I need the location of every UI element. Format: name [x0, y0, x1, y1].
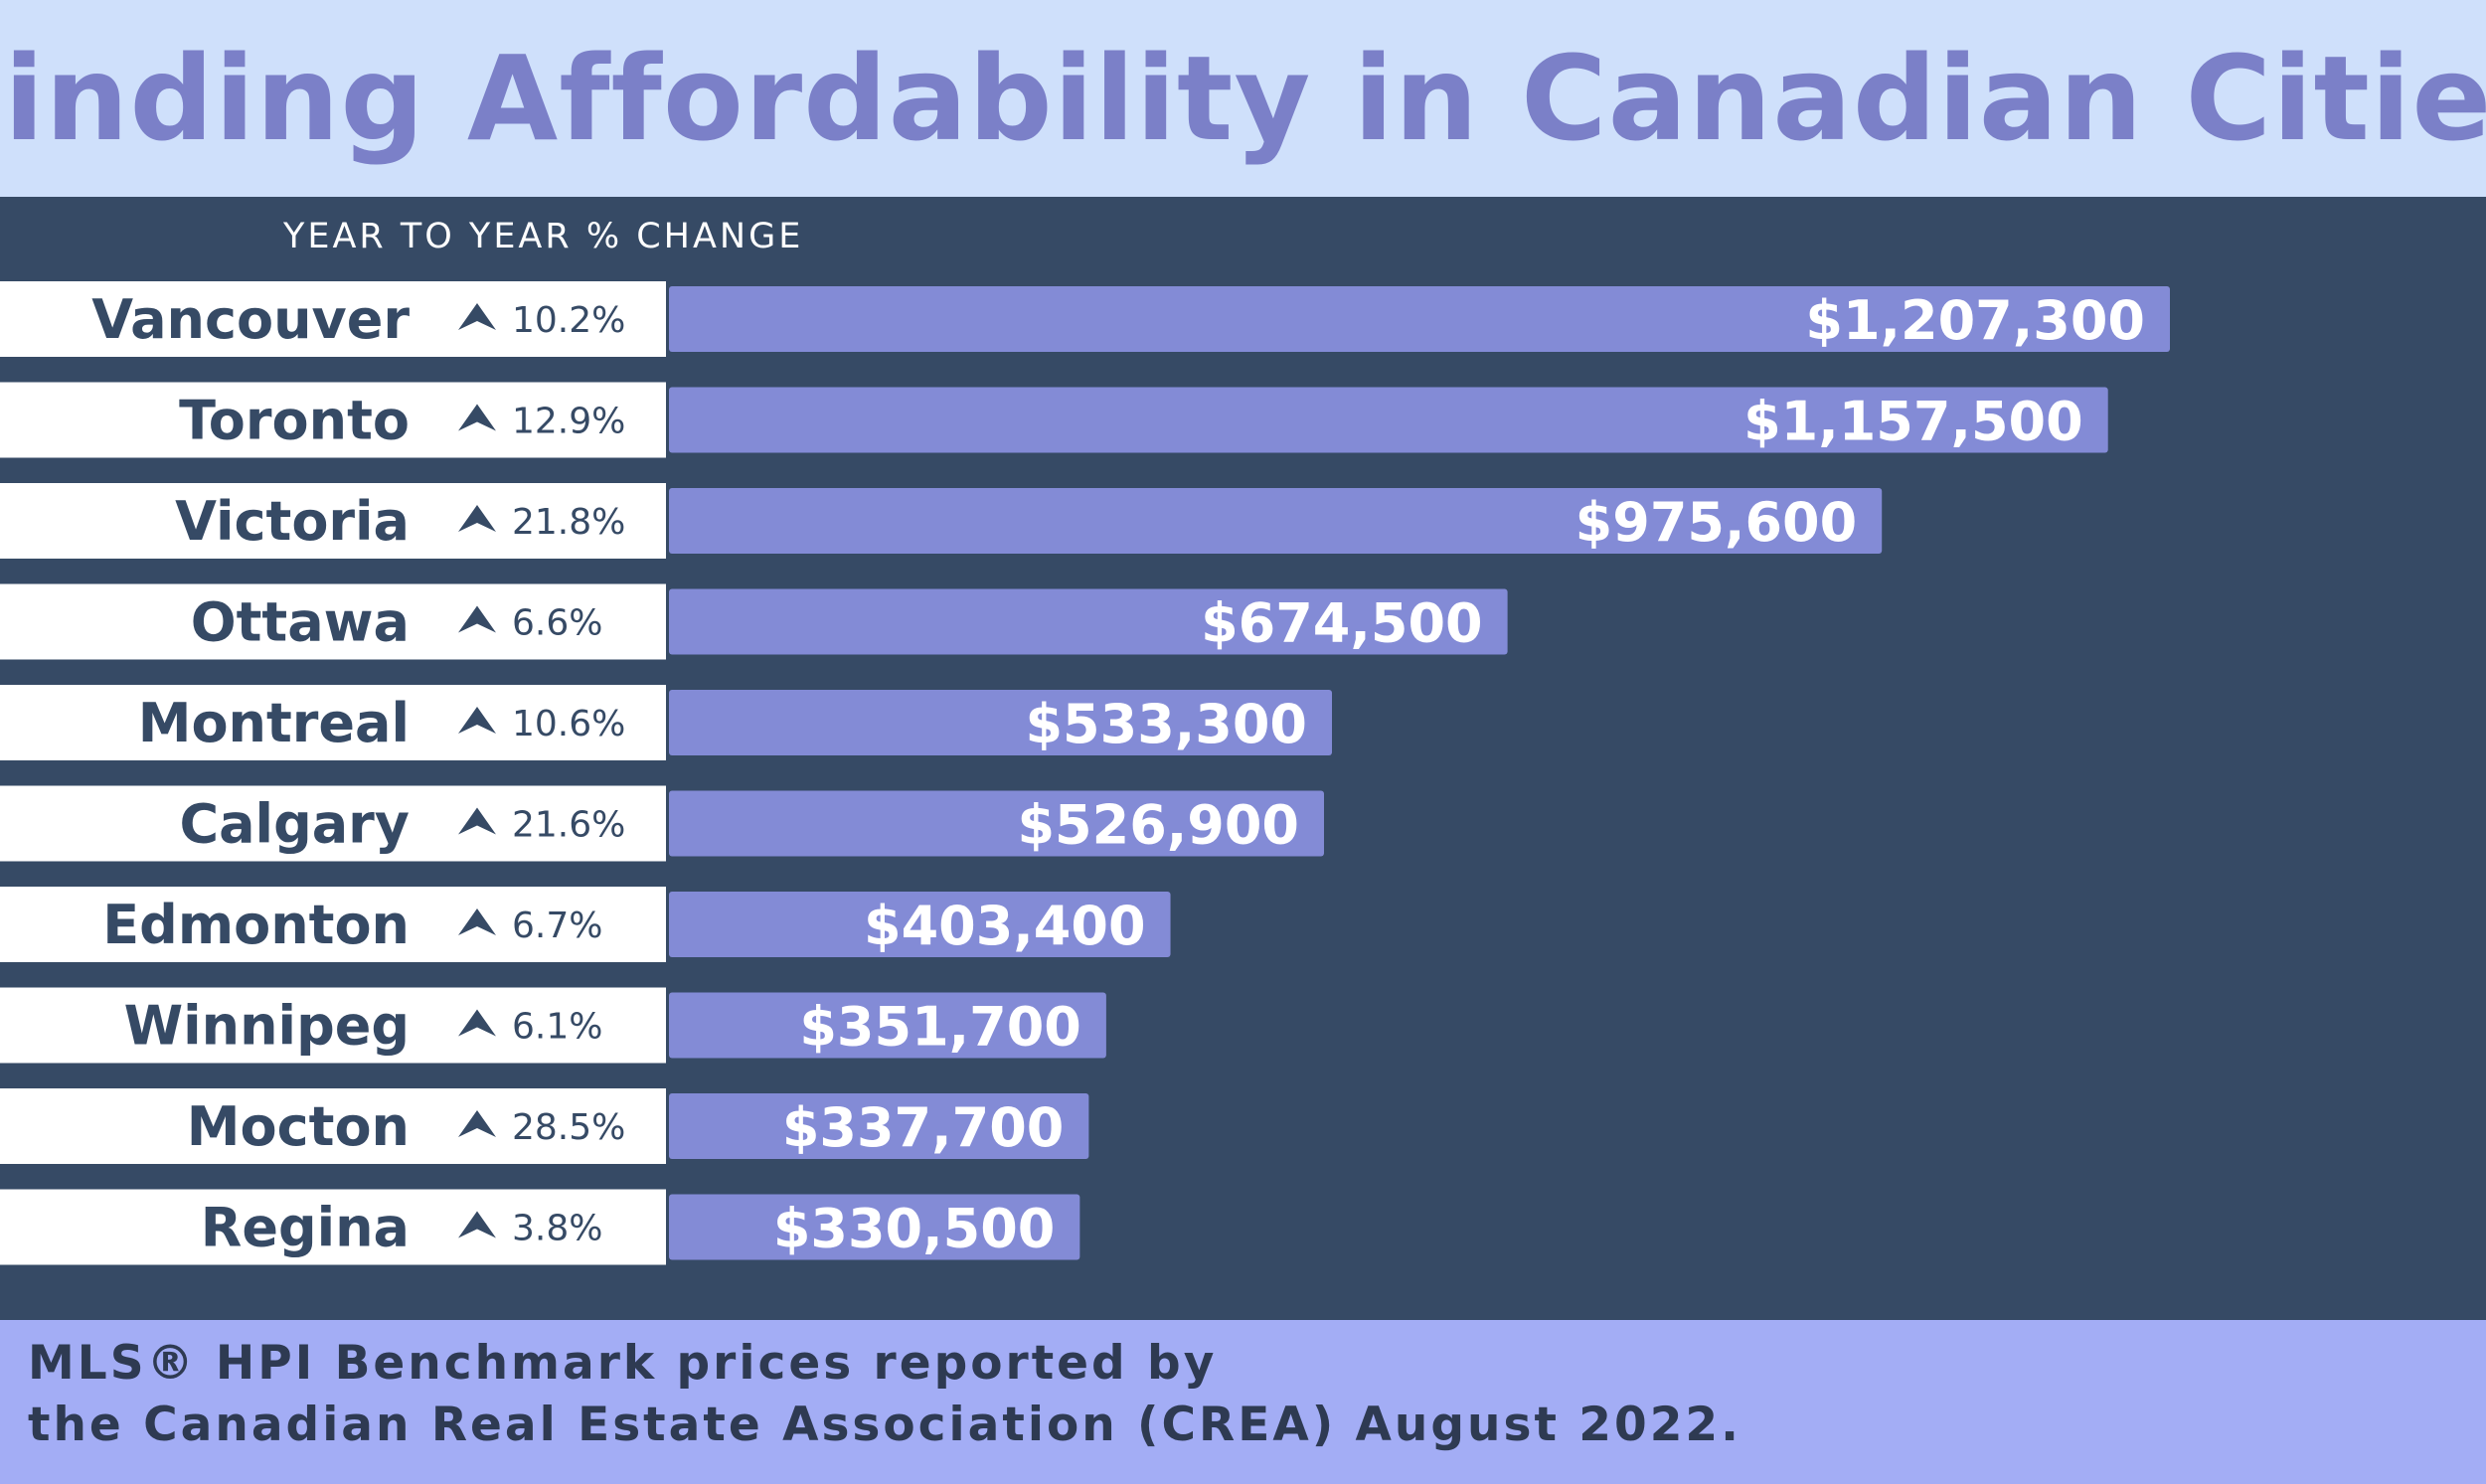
- city-label: Regina: [201, 1197, 410, 1259]
- up-arrow-icon: [458, 605, 496, 633]
- bar-row: Toronto 12.9% $1,157,500: [0, 382, 2108, 458]
- bar: [669, 488, 1883, 554]
- up-arrow-icon: [458, 908, 496, 935]
- value-label: $526,900: [1017, 794, 1299, 857]
- city-label-box: [0, 483, 666, 559]
- change-label: 10.2%: [512, 300, 625, 341]
- city-label-box: [0, 382, 666, 458]
- up-arrow-icon: [458, 1009, 496, 1037]
- change-column-header: YEAR TO YEAR % CHANGE: [283, 217, 804, 256]
- change-label: 21.6%: [512, 805, 625, 846]
- up-arrow-icon: [458, 303, 496, 330]
- value-label: $330,500: [773, 1198, 1056, 1260]
- city-label-box: [0, 1088, 666, 1164]
- bar: [669, 588, 1508, 655]
- city-label: Vancouver: [91, 288, 410, 351]
- value-label: $674,500: [1201, 592, 1483, 655]
- up-arrow-icon: [458, 404, 496, 431]
- bar-row: Ottawa 6.6% $674,500: [0, 583, 1508, 660]
- change-label: 10.6%: [512, 704, 625, 744]
- city-label-box: [0, 583, 666, 660]
- value-label: $975,600: [1575, 491, 1858, 554]
- city-label: Edmonton: [102, 894, 410, 956]
- city-label-box: [0, 685, 666, 760]
- change-label: 6.7%: [512, 906, 602, 946]
- bar: [669, 1194, 1080, 1260]
- up-arrow-icon: [458, 807, 496, 835]
- city-label: Toronto: [179, 390, 410, 452]
- bar: [669, 992, 1106, 1059]
- footnote-line-2: the Canadian Real Estate Association (CR…: [28, 1398, 1741, 1452]
- change-label: 6.6%: [512, 603, 602, 644]
- value-label: $337,700: [782, 1096, 1065, 1159]
- city-label: Calgary: [179, 793, 410, 856]
- bar-row: Vancouver 10.2% $1,207,300: [0, 281, 2170, 357]
- footnote-line-1: MLS® HPI Benchmark prices reported by: [28, 1336, 1218, 1391]
- city-label: Winnipeg: [124, 995, 410, 1058]
- up-arrow-icon: [458, 1211, 496, 1238]
- bar: [669, 286, 2170, 352]
- city-label-box: [0, 1189, 666, 1265]
- value-label: $1,207,300: [1805, 289, 2145, 352]
- footer: MLS® HPI Benchmark prices reported by th…: [0, 1320, 2486, 1484]
- change-label: 6.1%: [512, 1007, 602, 1048]
- city-label: Ottawa: [191, 591, 410, 654]
- bar: [669, 790, 1325, 857]
- change-label: 28.5%: [512, 1107, 625, 1148]
- city-label-box: [0, 785, 666, 862]
- bar-row: Mocton 28.5% $337,700: [0, 1088, 1089, 1164]
- bar-chart: Vancouver 10.2% $1,207,300 Toronto 12.9% $1,1…: [0, 281, 2170, 1265]
- change-label: 12.9%: [512, 402, 625, 442]
- value-label: $1,157,500: [1743, 391, 2083, 453]
- bar: [669, 387, 2108, 453]
- value-label: $403,400: [864, 895, 1146, 957]
- city-label: Victoria: [175, 490, 410, 553]
- bar-row: Winnipeg 6.1% $351,700: [0, 987, 1106, 1064]
- header: Finding Affordability in Canadian Cities: [0, 0, 2486, 197]
- value-label: $351,700: [799, 996, 1081, 1059]
- up-arrow-icon: [458, 1110, 496, 1137]
- bar: [669, 690, 1333, 755]
- page-title: Finding Affordability in Canadian Cities: [0, 30, 2486, 167]
- chart-panel: YEAR TO YEAR % CHANGE Vancouver 10.2% $1,2…: [0, 197, 2486, 1320]
- bar: [669, 892, 1171, 957]
- bar-row: Victoria 21.8% $975,600: [0, 483, 1883, 559]
- bar-row: Regina 3.8% $330,500: [0, 1189, 1080, 1265]
- bar: [669, 1093, 1089, 1159]
- city-label-box: [0, 887, 666, 962]
- up-arrow-icon: [458, 707, 496, 734]
- change-label: 3.8%: [512, 1209, 602, 1249]
- city-label-box: [0, 987, 666, 1064]
- city-label: Montreal: [138, 692, 410, 754]
- value-label: $533,300: [1025, 693, 1307, 755]
- change-label: 21.8%: [512, 502, 625, 543]
- bar-row: Montreal 10.6% $533,300: [0, 685, 1333, 760]
- city-label-box: [0, 281, 666, 357]
- bar-row: Edmonton 6.7% $403,400: [0, 887, 1171, 962]
- up-arrow-icon: [458, 505, 496, 532]
- city-label: Mocton: [187, 1095, 410, 1158]
- bar-row: Calgary 21.6% $526,900: [0, 785, 1325, 862]
